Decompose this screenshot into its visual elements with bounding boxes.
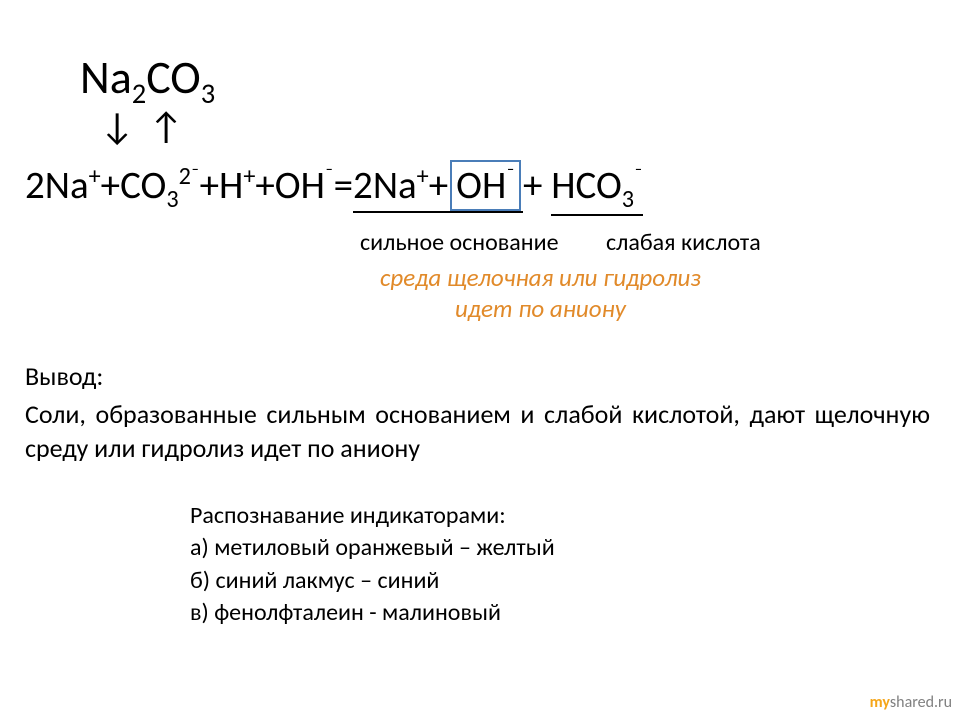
note-line1: среда щелочная или гидролиз (380, 262, 701, 293)
label-strong-base: сильное основание (360, 228, 559, 257)
sub: 3 (166, 185, 178, 214)
logo-ru: .ru (934, 693, 952, 712)
indicator-c: в) фенолфталеин - малиновый (190, 597, 555, 629)
ionic-equation: 2Na++CO32⁻+H++OH⁻=2Na++OH⁻+ HCO3⁻ (25, 160, 643, 216)
charge: ⁻ (634, 162, 643, 191)
equals: = (334, 162, 353, 209)
txt: CO (146, 50, 201, 106)
indicator-b: б) синий лакмус – синий (190, 565, 555, 597)
s: ⁻ (191, 162, 200, 191)
weak-acid-product: HCO3⁻ (551, 162, 643, 216)
indicators-title: Распознавание индикаторами: (190, 500, 555, 532)
indicator-a: а) метиловый оранжевый – желтый (190, 532, 555, 564)
charge: + (89, 162, 101, 191)
t: +OH (255, 162, 325, 209)
txt: Na (80, 50, 132, 106)
charge: + (243, 162, 255, 191)
charge: ⁻ (325, 162, 334, 191)
t: 2Na (25, 162, 89, 209)
t: +CO (101, 162, 167, 209)
sub: 3 (622, 185, 634, 214)
label-weak-acid: слабая кислота (606, 228, 761, 257)
compound-formula: Na2CO3 (80, 50, 215, 111)
charge: 2⁻ (179, 162, 200, 191)
plus: + (523, 162, 551, 209)
t: +H (200, 162, 244, 209)
arrow-down-icon: ↓ (100, 108, 134, 146)
note-line2: идет по аниону (380, 293, 701, 324)
indicators-block: Распознавание индикаторами: а) метиловый… (190, 500, 555, 630)
watermark-logo: myshared.ru (870, 693, 952, 712)
conclusion-text: Соли, образованные сильным основанием и … (25, 398, 930, 466)
t: 2Na (353, 162, 417, 209)
charge: + (417, 162, 429, 191)
highlighted-ion: OH⁻ (450, 160, 521, 211)
t: HCO (551, 162, 622, 209)
charge: ⁻ (506, 162, 515, 191)
n: 2 (179, 162, 191, 191)
product-labels: сильное основание слабая кислота (360, 228, 761, 257)
strong-base-product: 2Na++OH⁻ (353, 160, 523, 213)
logo-my: my (870, 693, 890, 712)
sub: 3 (201, 76, 215, 111)
logo-rest: shared (890, 693, 934, 712)
environment-note: среда щелочная или гидролиз идет по анио… (380, 262, 701, 325)
equilibrium-arrows: ↓ ↑ (100, 108, 183, 146)
t: OH (456, 162, 506, 209)
arrow-up-icon: ↑ (149, 108, 183, 146)
t: + (429, 162, 448, 209)
conclusion-heading: Вывод: (25, 360, 103, 392)
